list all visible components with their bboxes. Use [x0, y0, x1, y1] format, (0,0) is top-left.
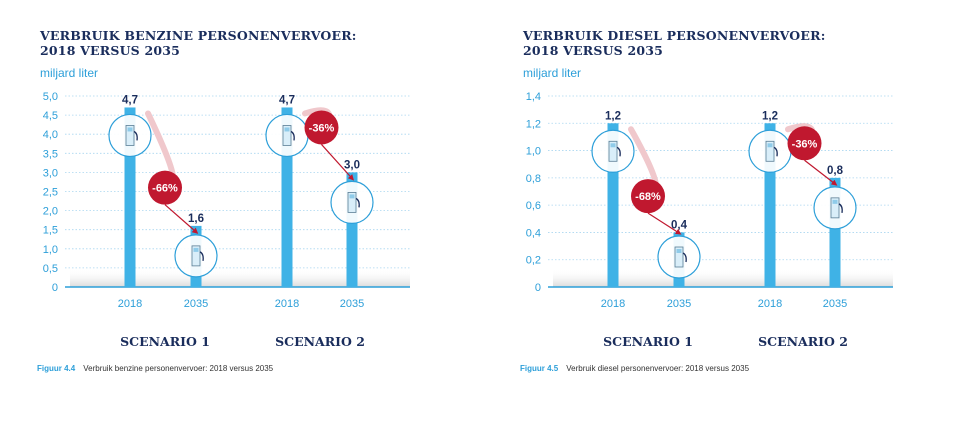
y-tick-label: 0,4 [526, 227, 541, 239]
x-tick-label: 2018 [118, 298, 142, 310]
y-tick-label: 0,2 [526, 255, 541, 267]
scenario-label: SCENARIO 1 [603, 334, 693, 349]
y-tick-label: 0,8 [526, 173, 541, 185]
change-arrow [647, 212, 682, 235]
y-tick-label: 1,0 [43, 244, 58, 256]
pump-hose-icon [290, 130, 295, 141]
scenario-label: SCENARIO 2 [275, 334, 365, 349]
value-label: 0,4 [671, 219, 688, 231]
fuel-pump-icon [282, 125, 292, 146]
bar [346, 172, 358, 287]
x-tick-label: 2035 [340, 298, 364, 310]
pump-hose-icon [838, 203, 843, 213]
fuel-pump-icon [674, 246, 684, 268]
pump-hose-icon [199, 251, 204, 261]
chart-panel-diesel: VERBRUIK DIESEL PERSONENVERVOER: 2018 VE… [483, 0, 923, 422]
change-badge [304, 110, 339, 145]
chart-title: VERBRUIK BENZINE PERSONENVERVOER: 2018 V… [40, 28, 357, 58]
fuel-pump-icon [191, 245, 201, 267]
change-badge [787, 126, 822, 161]
figure-caption: Figuur 4.5 Verbruik diesel personenvervoe… [520, 364, 749, 373]
bar-chart-diesel: 0 0,2 0,4 0,6 0,8 1,0 1,2 1,4 1,2 2018 0,4 2035 -68%… [526, 91, 893, 349]
fuel-pump-icon [347, 191, 357, 213]
pump-display-icon [349, 194, 355, 199]
change-label: -36% [309, 122, 335, 134]
pump-display-icon [832, 199, 838, 204]
value-label: 4,7 [122, 94, 138, 106]
x-tick-label: 2035 [184, 298, 208, 310]
floor-shadow [70, 269, 410, 287]
change-label: -66% [152, 183, 178, 195]
y-tick-label: 0,6 [526, 200, 541, 212]
y-tick-label: 0 [52, 282, 58, 294]
y-tick-label: 0,5 [43, 263, 58, 275]
chart-title: VERBRUIK DIESEL PERSONENVERVOER: 2018 VE… [523, 28, 826, 58]
pump-hose-icon [355, 197, 360, 208]
y-tick-label: 3,0 [43, 167, 58, 179]
value-label: 4,7 [279, 94, 295, 106]
bar [764, 123, 776, 288]
change-arrow [804, 159, 838, 186]
y-tick-label: 5,0 [43, 91, 58, 103]
pump-display-icon [284, 127, 290, 132]
x-tick-label: 2018 [758, 298, 782, 310]
fuel-pump-icon [830, 197, 840, 219]
pump-hose-icon [773, 146, 778, 157]
y-tick-label: 4,5 [43, 110, 58, 122]
chart-panel-benzine: VERBRUIK BENZINE PERSONENVERVOER: 2018 V… [0, 0, 440, 422]
value-label: 1,2 [762, 110, 778, 122]
figure-caption-text: Verbruik benzine personenvervoer: 2018 v… [83, 364, 274, 373]
bar-chart-benzine: 0 0,5 1,0 1,5 2,0 2,5 3,0 3,5 4,0 4,5 5,0 4,7 2018 1,… [43, 91, 410, 349]
x-tick-label: 2035 [823, 298, 847, 310]
y-tick-label: 2,0 [43, 206, 58, 218]
pump-display-icon [767, 143, 773, 148]
trend-swoosh [145, 110, 176, 181]
floor-shadow [553, 269, 893, 287]
y-tick-label: 2,5 [43, 187, 58, 199]
pump-display-icon [127, 127, 133, 132]
bar [124, 107, 136, 288]
pump-hose-icon [133, 130, 138, 141]
change-label: -36% [792, 138, 818, 150]
y-tick-label: 4,0 [43, 129, 58, 141]
y-tick-label: 3,5 [43, 148, 58, 160]
y-axis-unit: miljard liter [40, 66, 99, 80]
fuel-pump-icon [125, 125, 135, 146]
x-tick-label: 2035 [667, 298, 691, 310]
y-tick-label: 1,5 [43, 225, 58, 237]
value-label: 3,0 [344, 159, 360, 171]
bar [607, 123, 619, 288]
change-arrow [321, 144, 355, 181]
change-label: -68% [635, 191, 661, 203]
scenario-label: SCENARIO 2 [758, 334, 848, 349]
pump-display-icon [610, 143, 616, 148]
figure-caption-text: Verbruik diesel personenvervoer: 2018 ve… [566, 364, 750, 373]
y-tick-label: 1,4 [526, 91, 541, 103]
scenario-label: SCENARIO 1 [120, 334, 210, 349]
pump-display-icon [676, 249, 682, 253]
change-badge [631, 179, 665, 214]
bar [829, 177, 841, 287]
value-label: 1,2 [605, 110, 621, 122]
x-tick-label: 2018 [601, 298, 625, 310]
value-label: 0,8 [827, 165, 844, 177]
value-label: 1,6 [188, 213, 204, 225]
fuel-pump-icon [608, 140, 618, 162]
y-tick-label: 1,2 [526, 118, 541, 130]
y-axis-unit: miljard liter [523, 66, 582, 80]
x-tick-label: 2018 [275, 298, 299, 310]
pump-display-icon [193, 247, 199, 252]
figure-caption: Figuur 4.4 Verbruik benzine personenvervo… [37, 364, 273, 373]
y-tick-label: 1,0 [526, 146, 541, 158]
change-arrow [164, 204, 199, 234]
fuel-pump-icon [765, 140, 775, 162]
change-badge [148, 170, 182, 205]
figure-label: Figuur 4.5 [520, 364, 559, 373]
pump-hose-icon [682, 252, 687, 263]
pump-hose-icon [616, 146, 621, 157]
bar [281, 107, 293, 288]
figure-label: Figuur 4.4 [37, 364, 76, 373]
y-tick-label: 0 [535, 282, 541, 294]
